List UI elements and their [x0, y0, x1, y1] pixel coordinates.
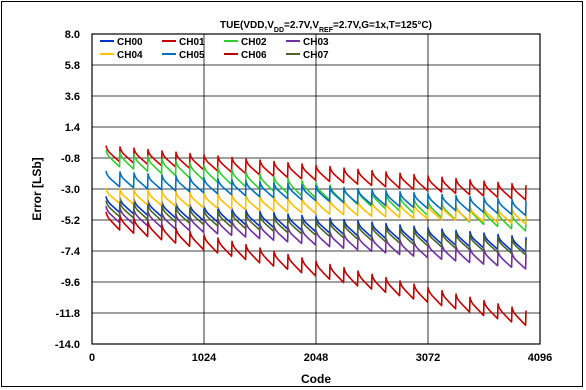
x-tick-label: 2048 [304, 352, 328, 364]
x-tick-labels: 0 1024 2048 3072 4096 [89, 352, 552, 364]
legend-label-ch05: CH05 [179, 50, 205, 61]
legend-label-ch06: CH06 [241, 50, 267, 61]
x-axis-title: Code [301, 372, 331, 386]
y-tick-label: 8.0 [65, 29, 80, 41]
y-tick-labels: 8.0 5.8 3.6 1.4 -0.8 -3.0 -5.2 -7.4 -9.6 -11.8 -14… [55, 29, 81, 351]
x-tick-label: 3072 [416, 352, 440, 364]
title-subscript: DD [274, 27, 284, 34]
y-tick-label: 3.6 [65, 91, 80, 103]
y-tick-label: 1.4 [65, 122, 81, 134]
title-subscript: REF [319, 27, 334, 34]
legend: CH00 CH01 CH02 CH03 CH04 CH05 CH06 CH07 [100, 37, 329, 61]
series-line-ch01 [105, 145, 527, 201]
legend-label-ch04: CH04 [117, 50, 143, 61]
y-tick-label: -7.4 [61, 246, 81, 258]
legend-label-ch02: CH02 [241, 37, 267, 48]
y-tick-label: -9.6 [61, 277, 80, 289]
title-part: =2.7V,V [284, 20, 319, 31]
y-tick-label: -3.0 [61, 184, 80, 196]
title-part: =2.7V,G=1x,T=125°C) [333, 20, 432, 31]
series-line-ch07 [105, 200, 527, 256]
y-tick-label: -11.8 [56, 308, 80, 320]
legend-label-ch03: CH03 [303, 37, 329, 48]
x-tick-label: 4096 [528, 352, 552, 364]
y-tick-label: -14.0 [55, 339, 80, 351]
x-tick-label: 0 [89, 352, 95, 364]
chart-title: TUE(VDD,VDD=2.7V,VREF=2.7V,G=1x,T=125°C) [220, 20, 432, 34]
y-tick-label: 5.8 [65, 60, 80, 72]
series-line-ch06 [105, 211, 527, 326]
x-tick-label: 1024 [192, 352, 217, 364]
plot-border [91, 33, 541, 345]
y-axis-title: Error [LSb] [30, 157, 44, 220]
legend-label-ch01: CH01 [179, 37, 205, 48]
title-part: TUE(VDD,V [220, 20, 274, 31]
y-tick-label: -5.2 [61, 215, 80, 227]
y-tick-label: -0.8 [61, 153, 80, 165]
series-line-ch05 [105, 170, 527, 217]
legend-label-ch00: CH00 [117, 37, 143, 48]
legend-label-ch07: CH07 [303, 50, 329, 61]
series-layer [105, 145, 527, 326]
